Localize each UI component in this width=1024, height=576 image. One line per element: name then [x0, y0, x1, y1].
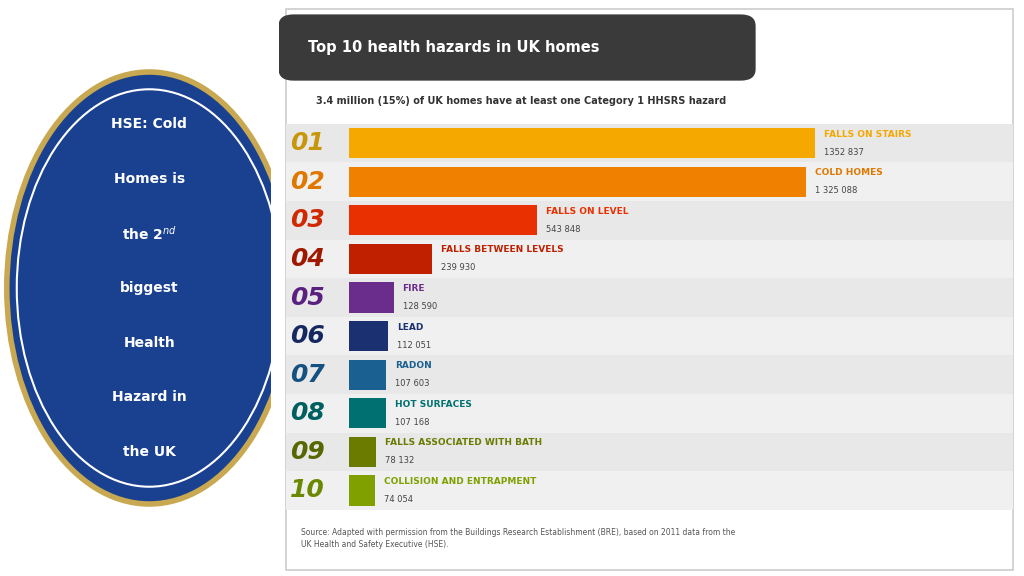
- Text: 06: 06: [290, 324, 325, 348]
- Text: Top 10 health hazards in UK homes: Top 10 health hazards in UK homes: [308, 40, 600, 55]
- Text: FALLS ON STAIRS: FALLS ON STAIRS: [824, 130, 911, 139]
- FancyBboxPatch shape: [279, 14, 756, 81]
- Bar: [286, 278, 1013, 317]
- Text: the UK: the UK: [123, 445, 176, 459]
- Text: FALLS BETWEEN LEVELS: FALLS BETWEEN LEVELS: [441, 245, 563, 255]
- Text: 107 603: 107 603: [395, 379, 430, 388]
- Text: COLD HOMES: COLD HOMES: [815, 168, 883, 177]
- Text: 107 168: 107 168: [395, 418, 430, 427]
- Text: LEAD: LEAD: [397, 323, 423, 332]
- Text: Homes is: Homes is: [114, 172, 184, 185]
- Bar: [286, 124, 1013, 162]
- FancyBboxPatch shape: [286, 9, 1013, 570]
- Bar: [349, 244, 432, 274]
- Text: 08: 08: [290, 401, 325, 425]
- Text: 239 930: 239 930: [441, 263, 475, 272]
- Bar: [286, 355, 1013, 394]
- Bar: [286, 471, 1013, 510]
- Bar: [286, 240, 1013, 278]
- Text: 543 848: 543 848: [546, 225, 580, 234]
- Bar: [349, 205, 537, 236]
- Text: 05: 05: [290, 286, 325, 309]
- Text: FALLS ON LEVEL: FALLS ON LEVEL: [546, 207, 628, 216]
- Text: HOT SURFACES: HOT SURFACES: [395, 400, 472, 409]
- Text: 09: 09: [290, 440, 325, 464]
- Text: 128 590: 128 590: [402, 302, 437, 311]
- Bar: [349, 359, 386, 390]
- Text: 04: 04: [290, 247, 325, 271]
- Text: HSE: Cold: HSE: Cold: [112, 117, 187, 131]
- Text: 1352 837: 1352 837: [824, 147, 864, 157]
- Bar: [349, 128, 815, 158]
- Text: 74 054: 74 054: [384, 495, 413, 504]
- Text: 10: 10: [290, 479, 325, 502]
- Text: 02: 02: [290, 170, 325, 194]
- Bar: [286, 317, 1013, 355]
- Text: Health: Health: [123, 336, 175, 350]
- Text: FIRE: FIRE: [402, 284, 425, 293]
- Bar: [349, 475, 375, 506]
- Bar: [349, 321, 388, 351]
- Text: the 2$^{nd}$: the 2$^{nd}$: [122, 224, 177, 242]
- Text: 3.4 million (15%) of UK homes have at least one Category 1 HHSRS hazard: 3.4 million (15%) of UK homes have at le…: [315, 96, 726, 106]
- Bar: [286, 201, 1013, 240]
- Bar: [286, 162, 1013, 201]
- Bar: [286, 394, 1013, 433]
- Text: RADON: RADON: [395, 361, 432, 370]
- Text: 1 325 088: 1 325 088: [815, 186, 857, 195]
- Text: COLLISION AND ENTRAPMENT: COLLISION AND ENTRAPMENT: [384, 477, 537, 486]
- Ellipse shape: [7, 72, 292, 504]
- Bar: [349, 282, 393, 313]
- Bar: [286, 433, 1013, 471]
- Bar: [349, 437, 376, 467]
- Text: 03: 03: [290, 209, 325, 232]
- Text: 78 132: 78 132: [385, 456, 415, 465]
- Text: 01: 01: [290, 131, 325, 155]
- Bar: [349, 166, 806, 197]
- Text: 07: 07: [290, 363, 325, 386]
- Bar: [349, 398, 386, 429]
- Text: Source: Adapted with permission from the Buildings Research Establishment (BRE),: Source: Adapted with permission from the…: [301, 528, 735, 550]
- Text: biggest: biggest: [120, 281, 178, 295]
- Text: 112 051: 112 051: [397, 340, 431, 350]
- Text: FALLS ASSOCIATED WITH BATH: FALLS ASSOCIATED WITH BATH: [385, 438, 543, 448]
- Text: Hazard in: Hazard in: [112, 391, 186, 404]
